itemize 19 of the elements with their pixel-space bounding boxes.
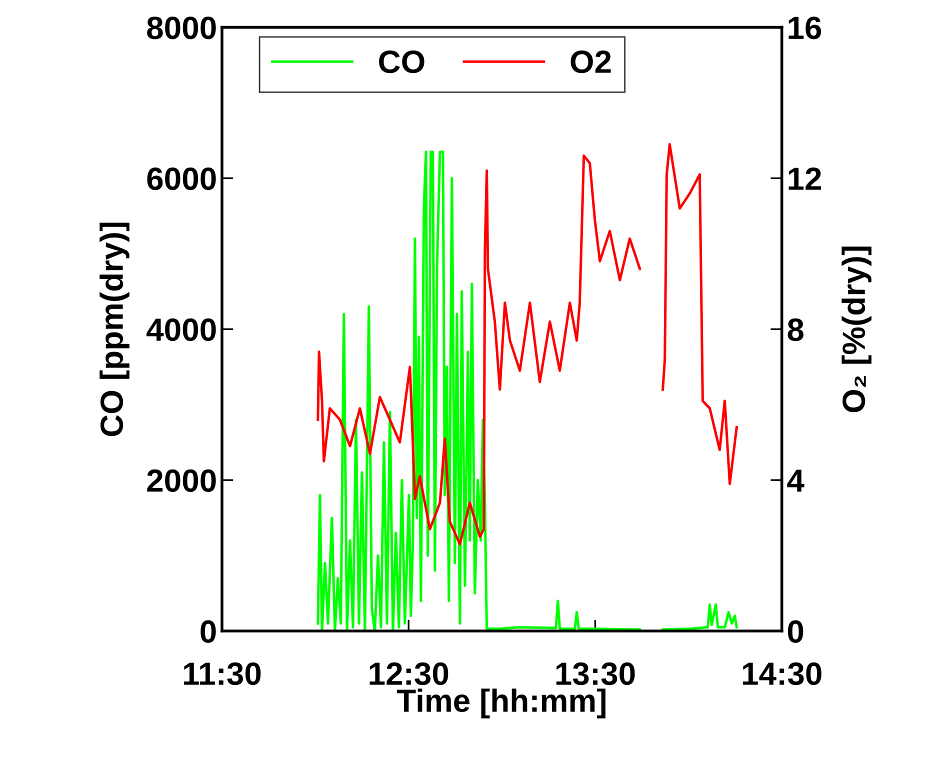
x-tick-label: 13:30 bbox=[556, 662, 635, 686]
x-tick-label: 12:30 bbox=[370, 662, 448, 686]
y2-tick-label: 16 bbox=[788, 16, 822, 40]
y-tick-label: 0 bbox=[200, 620, 216, 643]
y-tick-label: 8000 bbox=[147, 16, 216, 40]
y2-tick-label: 4 bbox=[787, 470, 804, 492]
y2-tick-label: 12 bbox=[788, 168, 821, 190]
legend-label: O2 bbox=[570, 50, 611, 74]
y2-tick-label: 0 bbox=[788, 620, 804, 643]
y-axis-title: CO [ppm(dry)] bbox=[100, 222, 130, 436]
x-tick-label: 11:30 bbox=[184, 662, 261, 686]
legend-label: CO bbox=[379, 50, 424, 74]
y-tick-label: 6000 bbox=[147, 168, 216, 190]
x-tick-label: 14:30 bbox=[743, 662, 822, 686]
y-tick-label: 2000 bbox=[147, 469, 216, 492]
y2-axis-title: O₂ [%(dry)] bbox=[842, 246, 872, 412]
x-axis-title: Time [hh:mm] bbox=[396, 688, 606, 718]
y2-tick-label: 8 bbox=[788, 318, 804, 342]
y-tick-label: 4000 bbox=[146, 318, 216, 342]
